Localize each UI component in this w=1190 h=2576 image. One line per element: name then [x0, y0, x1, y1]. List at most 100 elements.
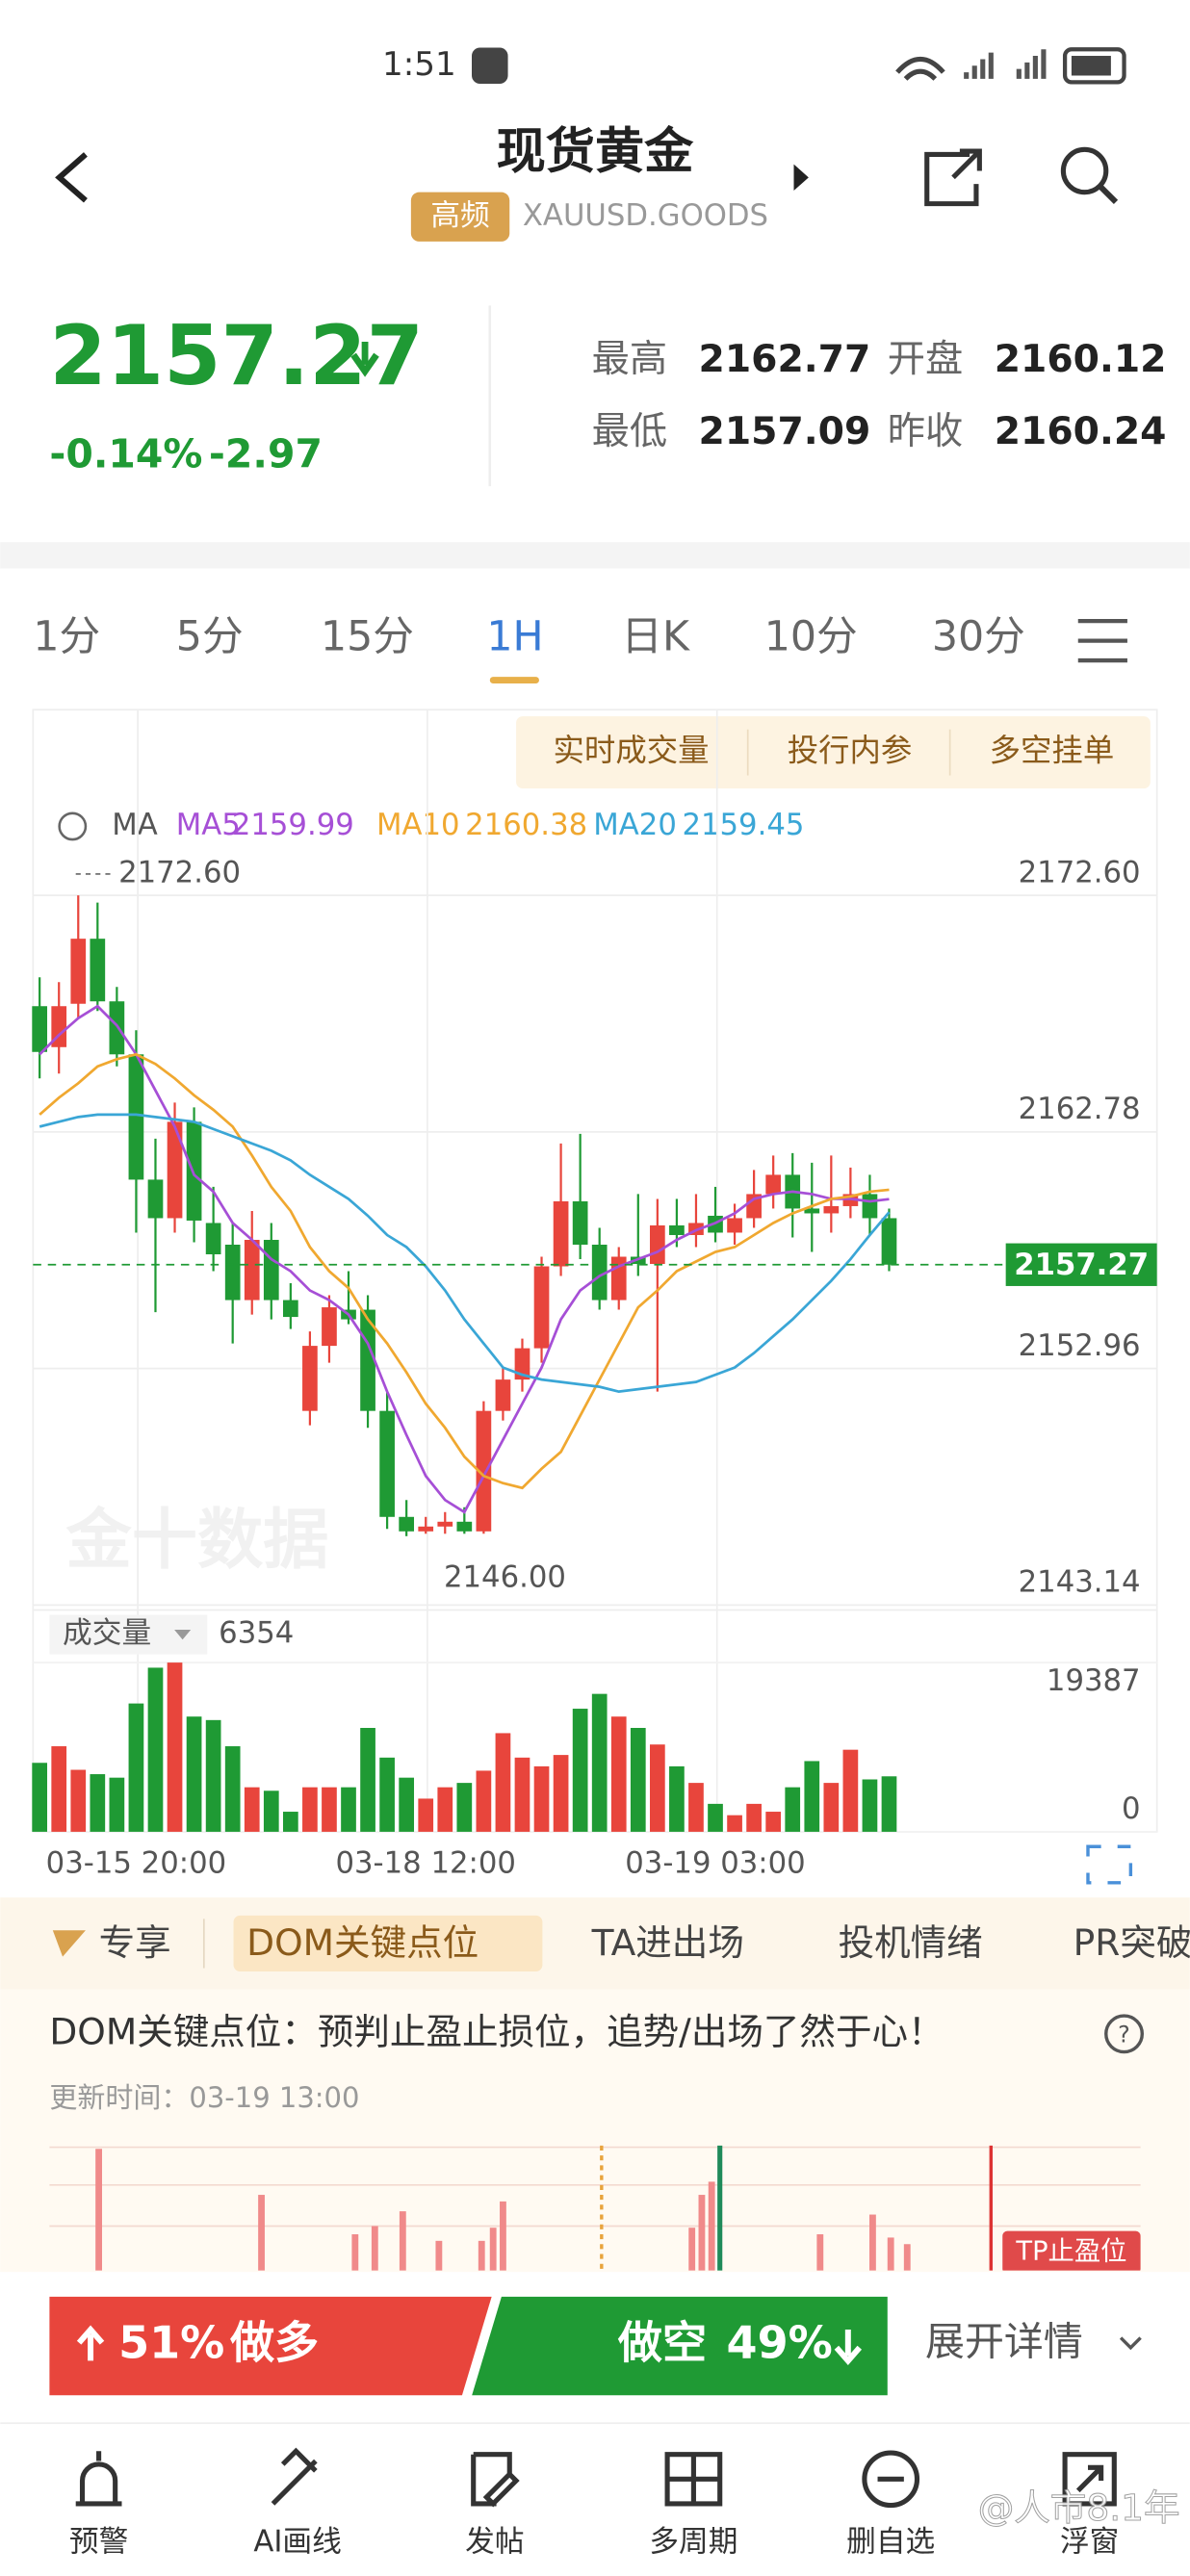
- candle-body: [147, 1179, 164, 1219]
- next-arrow[interactable]: [793, 164, 809, 191]
- feature-bar: [0, 1897, 1190, 1990]
- nav-label[interactable]: 删自选: [846, 2524, 935, 2559]
- candle-body: [360, 1309, 375, 1411]
- stat-value: 2160.12: [995, 338, 1167, 381]
- volume-bar: [708, 1803, 723, 1832]
- chart-button[interactable]: 实时成交量: [554, 733, 710, 769]
- high-label: 2172.60: [118, 855, 241, 889]
- feature-tab[interactable]: PR突破: [1074, 1921, 1190, 1964]
- feature-tab[interactable]: 专享: [99, 1921, 171, 1964]
- volume-dropdown: [174, 1629, 192, 1640]
- search-handle: [1097, 183, 1119, 205]
- candle-body: [418, 1526, 434, 1532]
- title: 现货黄金: [497, 122, 695, 180]
- stat-label: 最高: [592, 338, 668, 381]
- stat-label: 昨收: [888, 410, 964, 453]
- candle-body: [128, 1054, 144, 1180]
- volume-bar: [109, 1777, 125, 1832]
- tp-badge: [1002, 2230, 1141, 2271]
- up-arrow: [76, 2325, 105, 2361]
- help-icon[interactable]: [1104, 2014, 1145, 2054]
- feature-tabs: 专享 DOM关键点位 TA进出场 投机情绪 PR突破: [99, 1915, 1190, 1971]
- share-button[interactable]: [924, 148, 982, 207]
- details-button[interactable]: 展开详情: [925, 2318, 1083, 2364]
- candle-body: [823, 1205, 840, 1214]
- volume-bar: [51, 1746, 67, 1832]
- volume-bar: [553, 1755, 569, 1832]
- short-bar: [472, 2296, 888, 2396]
- badge-text: 高频: [430, 198, 489, 233]
- volume-bar: [688, 1783, 704, 1832]
- volume-bar: [379, 1757, 395, 1832]
- nav-label[interactable]: AI画线: [253, 2524, 341, 2559]
- battery-icon: [1062, 47, 1126, 85]
- volume-bar: [147, 1667, 164, 1832]
- last-price-box: [1005, 1243, 1157, 1286]
- candle-body: [263, 1239, 279, 1301]
- feature-tab[interactable]: TA进出场: [591, 1921, 744, 1964]
- volume-bar: [360, 1727, 375, 1832]
- candle-body: [650, 1224, 665, 1265]
- nav-label[interactable]: 预警: [69, 2524, 128, 2559]
- nav-icon: [1062, 2452, 1117, 2507]
- candle-body: [51, 1006, 67, 1047]
- chart-button[interactable]: 投行内参: [788, 733, 913, 769]
- volume-bar: [727, 1815, 742, 1832]
- period-tab[interactable]: 15分: [321, 612, 414, 660]
- candle-body: [70, 939, 87, 1004]
- volume-label: 成交量: [63, 1616, 151, 1651]
- x-tick-label: 03-19 03:00: [625, 1846, 805, 1881]
- candle-body: [167, 1121, 183, 1219]
- volume-bar: [399, 1777, 415, 1832]
- period-tab[interactable]: 30分: [932, 612, 1025, 660]
- menu-button[interactable]: [1077, 618, 1127, 663]
- volume-bar: [572, 1709, 588, 1832]
- back-button[interactable]: [55, 152, 88, 203]
- period-tab[interactable]: 1分: [33, 612, 100, 660]
- long-bar: [49, 2296, 492, 2396]
- period-tab[interactable]: 日K: [621, 612, 690, 660]
- stat-value: 2160.24: [995, 410, 1167, 453]
- stat-label: 开盘: [888, 338, 964, 381]
- nav-icon: [271, 2447, 318, 2506]
- nav-icon: [75, 2451, 122, 2507]
- volume-bar: [186, 1716, 202, 1832]
- period-tab[interactable]: 10分: [764, 612, 858, 660]
- legend-value: 2160.38: [465, 808, 587, 842]
- bottom-nav: 预警 AI画线 发帖 多周期 删自选 浮窗: [69, 2447, 1119, 2559]
- long-pct: 51%: [118, 2317, 224, 2369]
- search-button[interactable]: [1060, 146, 1109, 195]
- legend-name: MA10: [376, 808, 460, 842]
- fullscreen-button[interactable]: [1086, 1844, 1133, 1885]
- feature-tab[interactable]: DOM关键点位: [246, 1921, 479, 1964]
- period-tabs: 1分 5分 15分 1H 日K 10分 30分: [33, 612, 1025, 683]
- down-arrow: [834, 2330, 863, 2365]
- volume-bar: [341, 1787, 356, 1832]
- short-text: 做空: [617, 2317, 707, 2369]
- signal-icon: [964, 49, 1047, 79]
- candle-body: [514, 1348, 530, 1380]
- nav-label[interactable]: 发帖: [465, 2524, 524, 2559]
- volume-bar: [282, 1812, 298, 1832]
- nav-label[interactable]: 多周期: [649, 2524, 737, 2559]
- stat-value: 2157.09: [699, 410, 871, 453]
- badge: [410, 192, 510, 242]
- settings-icon[interactable]: [58, 811, 88, 841]
- candle-body: [669, 1224, 685, 1235]
- volume-bar: [514, 1757, 530, 1832]
- feature-tab[interactable]: 投机情绪: [839, 1921, 983, 1964]
- volume-bar: [533, 1765, 550, 1832]
- chart-button[interactable]: 多空挂单: [990, 733, 1115, 769]
- volume-bar: [669, 1765, 685, 1832]
- nav-label[interactable]: 浮窗: [1060, 2524, 1119, 2559]
- period-tab[interactable]: 5分: [176, 612, 244, 660]
- candle-body: [205, 1223, 221, 1255]
- period-tab[interactable]: 1H: [486, 612, 543, 660]
- legend-name: MA5: [176, 808, 241, 842]
- volume-bar: [128, 1703, 144, 1832]
- down-arrow: [350, 341, 379, 377]
- chart-buttons: 实时成交量 投行内参 多空挂单: [554, 729, 1115, 776]
- legend-value: 2159.45: [682, 808, 804, 842]
